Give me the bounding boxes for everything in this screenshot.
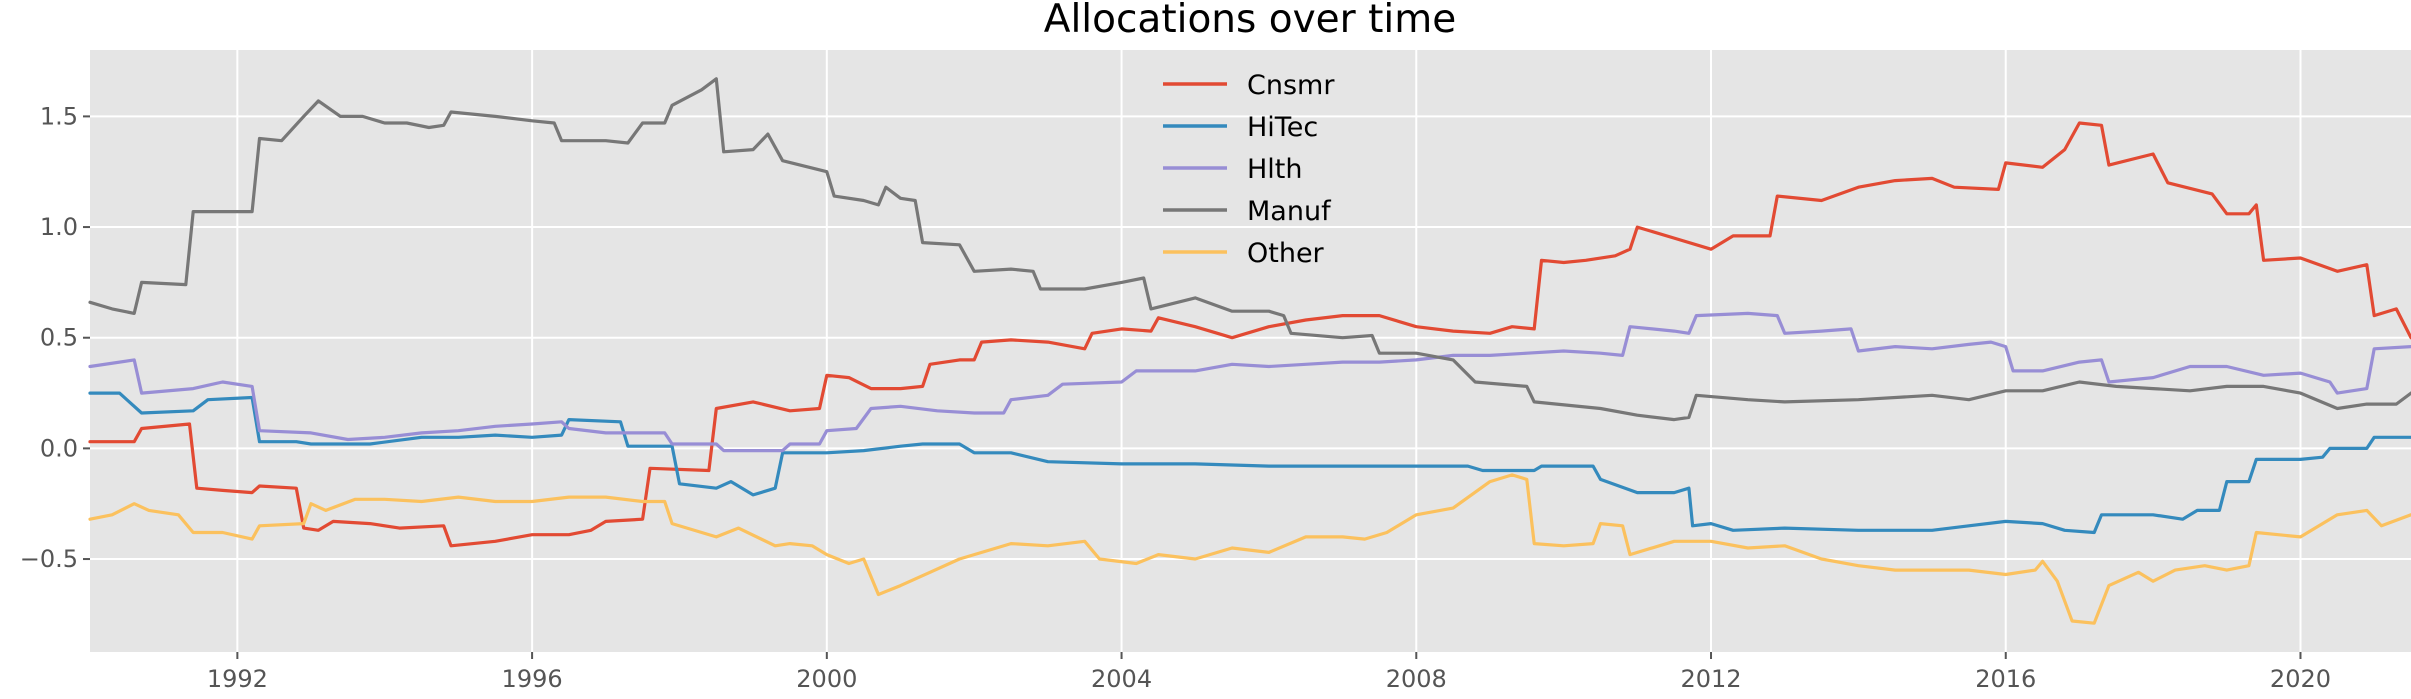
legend-label-hitec: HiTec xyxy=(1247,112,1318,143)
legend: Cnsmr HiTec Hlth Manuf Other xyxy=(1163,70,1335,269)
x-tick-label: 1996 xyxy=(502,665,563,693)
x-tick-label: 2008 xyxy=(1386,665,1447,693)
x-tick-label: 2000 xyxy=(796,665,857,693)
y-tick-label: −0.5 xyxy=(20,545,78,573)
x-tick-label: 2016 xyxy=(1975,665,2036,693)
series-line-hitec xyxy=(88,391,2411,535)
x-tick-label: 1992 xyxy=(207,665,268,693)
series-line-cnsmr xyxy=(88,121,2411,548)
y-tick-label: 1.0 xyxy=(40,213,78,241)
y-tick-label: 0.5 xyxy=(40,324,78,352)
chart-title: Allocations over time xyxy=(1044,0,1456,42)
legend-label-cnsmr: Cnsmr xyxy=(1247,70,1335,101)
series-line-other xyxy=(88,473,2411,625)
y-tick-label: 1.5 xyxy=(40,102,78,130)
series-layer xyxy=(88,77,2411,625)
x-tick-label: 2012 xyxy=(1680,665,1741,693)
x-tick-label: 2020 xyxy=(2270,665,2331,693)
x-tick-label: 2004 xyxy=(1091,665,1152,693)
y-axis-ticks: −0.5 0.0 0.5 1.0 1.5 xyxy=(20,102,90,573)
x-axis-ticks: 1992 1996 2000 2004 2008 2012 2016 2020 xyxy=(207,652,2331,693)
legend-label-other: Other xyxy=(1247,238,1325,269)
legend-label-manuf: Manuf xyxy=(1247,196,1332,227)
series-line-manuf xyxy=(88,77,2411,422)
y-tick-label: 0.0 xyxy=(40,434,78,462)
series-line-hlth xyxy=(88,311,2411,453)
legend-label-hlth: Hlth xyxy=(1247,154,1303,185)
